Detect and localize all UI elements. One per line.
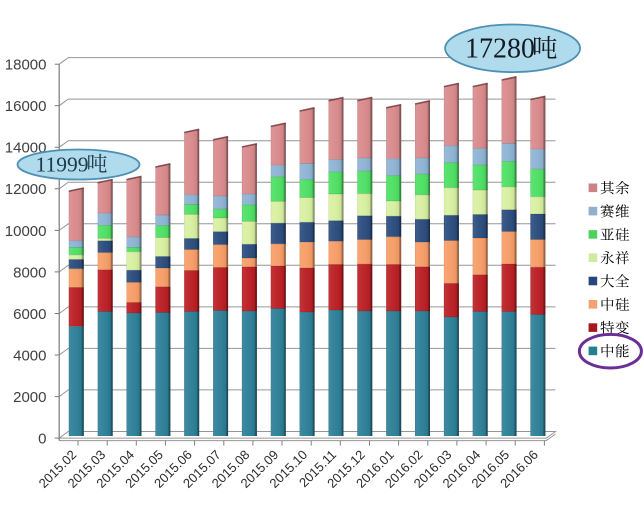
svg-text:17280: 17280 [465,34,535,65]
svg-text:2000: 2000 [13,389,46,406]
svg-text:14000: 14000 [5,140,47,157]
svg-text:16000: 16000 [5,98,47,115]
svg-text:4000: 4000 [13,347,46,364]
svg-text:11999: 11999 [36,153,89,177]
svg-text:8000: 8000 [13,264,46,281]
svg-text:0: 0 [38,431,46,448]
svg-text:18000: 18000 [5,57,47,74]
svg-text:10000: 10000 [5,223,47,240]
svg-text:6000: 6000 [13,306,46,323]
svg-text:12000: 12000 [5,181,47,198]
